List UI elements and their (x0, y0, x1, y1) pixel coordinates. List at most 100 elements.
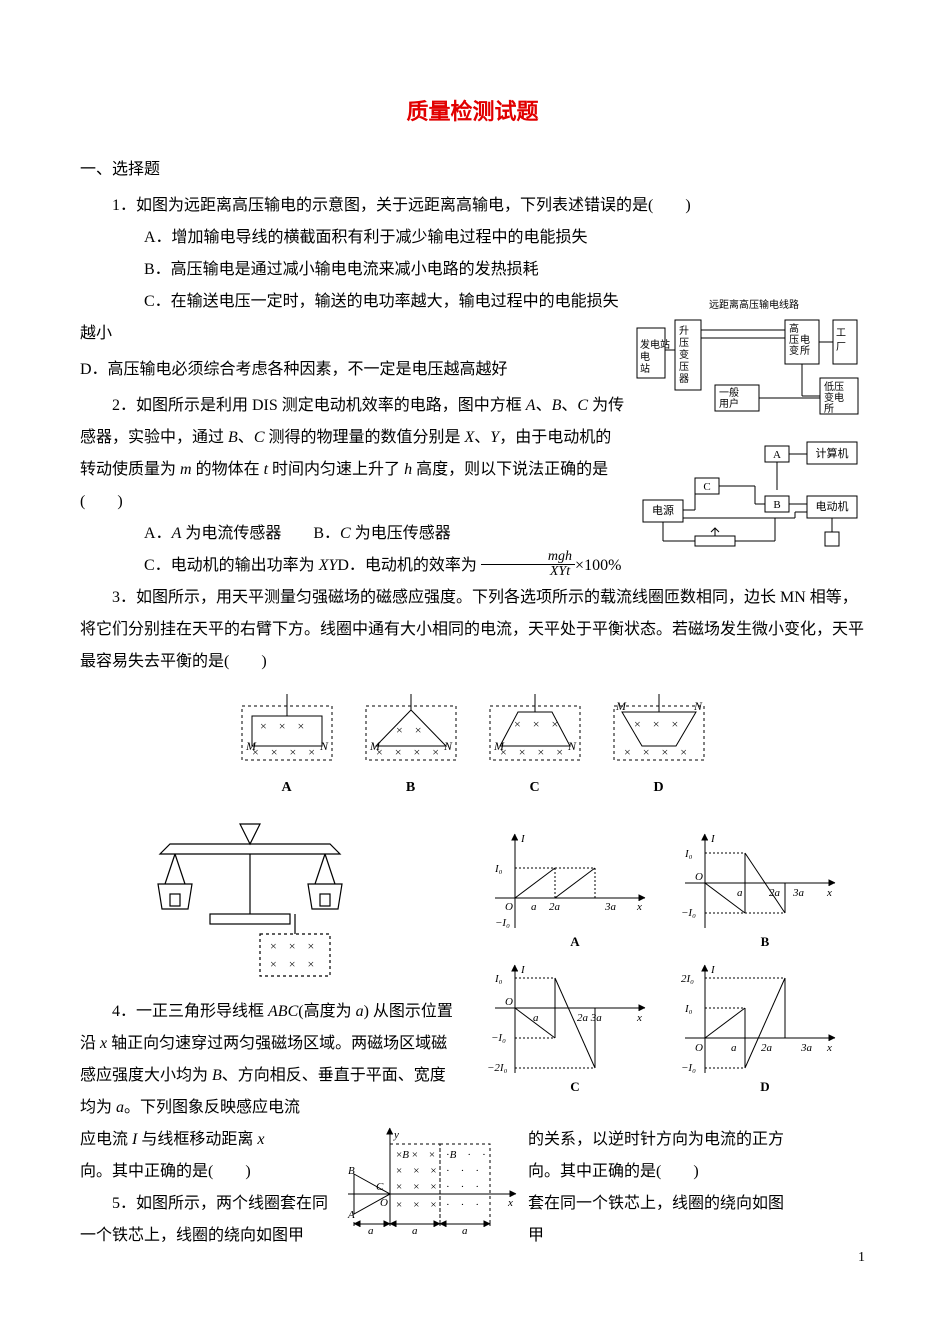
svg-text:B: B (348, 1165, 355, 1177)
svg-text:2a: 2a (769, 887, 781, 899)
svg-text:低压: 低压 (824, 380, 844, 393)
svg-text:−2I₀: −2I₀ (487, 1062, 508, 1074)
svg-text:M: M (245, 739, 257, 753)
svg-text:A: A (773, 449, 781, 461)
svg-text:电动机: 电动机 (816, 499, 849, 513)
svg-text:O: O (505, 901, 513, 913)
svg-text:2a: 2a (761, 1042, 773, 1054)
svg-text:压: 压 (789, 334, 799, 346)
svg-text:工: 工 (836, 328, 846, 339)
svg-text:−I₀: −I₀ (491, 1032, 506, 1044)
svg-text:A: A (570, 934, 580, 949)
svg-text:· · ·: · · · (446, 1199, 479, 1211)
svg-text:2I₀: 2I₀ (681, 973, 694, 985)
svg-text:2a 3a: 2a 3a (577, 1012, 602, 1024)
svg-text:器: 器 (679, 373, 689, 385)
svg-text:x: x (507, 1197, 513, 1209)
svg-text:a: a (531, 901, 537, 913)
svg-text:a: a (462, 1225, 468, 1234)
svg-text:C: C (703, 481, 710, 493)
q3-options-figure: × × × × × × × M N A × × × × × × M N B (80, 692, 865, 802)
svg-text:高: 高 (789, 322, 799, 335)
svg-text:a: a (368, 1225, 374, 1234)
svg-text:C: C (376, 1181, 384, 1193)
svg-text:−I₀: −I₀ (681, 1062, 696, 1074)
svg-text:×B × ×: ×B × × (396, 1149, 435, 1161)
svg-text:B: B (761, 934, 770, 949)
svg-text:站: 站 (640, 362, 650, 375)
svg-text:x: x (636, 901, 642, 913)
svg-text:a: a (737, 887, 743, 899)
svg-text:O: O (505, 996, 513, 1008)
svg-text:3a: 3a (604, 901, 617, 913)
svg-text:压: 压 (679, 337, 689, 349)
q5-stem-start: 5．如图所示，两个线圈套在同一个铁芯上，线圈的绕向如图甲 (80, 1188, 340, 1252)
svg-text:a: a (533, 1012, 539, 1024)
svg-text:I: I (710, 964, 716, 976)
q1-figure: 发电站 电站 升压变压器 远距离高压输电线路 高压变电所 工厂 一般用户 低压变… (635, 290, 865, 432)
svg-text:O: O (695, 1042, 703, 1054)
svg-text:O: O (380, 1197, 388, 1209)
section-heading: 一、选择题 (80, 154, 865, 186)
svg-text:M: M (493, 739, 505, 753)
svg-text:变: 变 (789, 344, 799, 357)
svg-text:电: 电 (640, 350, 650, 363)
svg-text:M: M (615, 699, 627, 713)
svg-text:× × ×: × × × (514, 717, 558, 731)
svg-text:× × × ×: × × × × (376, 745, 439, 759)
svg-text:x: x (826, 1042, 832, 1054)
svg-text:所: 所 (824, 403, 834, 415)
svg-text:I: I (520, 964, 526, 976)
svg-text:N: N (443, 739, 453, 753)
svg-text:× ×: × × (396, 723, 422, 737)
q4-text-right: 的关系，以逆时针方向为电流的正方向。其中正确的是( ) 套在同一个铁芯上，线圈的… (520, 1124, 788, 1252)
svg-text:a: a (412, 1225, 418, 1234)
svg-text:变电: 变电 (824, 391, 844, 404)
svg-text:压: 压 (679, 361, 689, 373)
q1-stem: 1．如图为远距离高压输电的示意图，关于远距离高输电，下列表述错误的是( ) (80, 190, 865, 222)
svg-text:I: I (520, 833, 526, 845)
svg-text:I₀: I₀ (684, 848, 693, 860)
svg-text:N: N (319, 739, 329, 753)
svg-text:3a: 3a (800, 1042, 813, 1054)
svg-text:× × × ×: × × × × (500, 745, 563, 759)
q4-field-figure: ×B × × × × × × × × × × × ·B · · · · · · … (340, 1124, 520, 1246)
q1-B: B．高压输电是通过减小输电电流来减小电路的发热损耗 (80, 254, 865, 286)
svg-text:−I₀: −I₀ (681, 907, 696, 919)
svg-text:× × × ×: × × × × (252, 745, 315, 759)
svg-text:变: 变 (679, 348, 689, 361)
svg-text:A: A (347, 1209, 355, 1221)
svg-text:电源: 电源 (652, 503, 674, 517)
svg-text:C: C (570, 1079, 579, 1094)
svg-text:−I₀: −I₀ (495, 917, 510, 929)
fig1-a: 发电站 (640, 338, 670, 351)
svg-text:升: 升 (679, 325, 689, 337)
svg-text:× × ×: × × × (260, 719, 304, 733)
svg-text:B: B (773, 499, 780, 511)
svg-text:a: a (731, 1042, 737, 1054)
svg-text:N: N (693, 699, 703, 713)
svg-text:× × ×: × × × (270, 957, 314, 971)
svg-text:· · ·: · · · (446, 1165, 479, 1177)
q2-figure: A 计算机 C B 电源 电动机 (635, 440, 865, 572)
svg-text:2a: 2a (549, 901, 561, 913)
svg-text:I₀: I₀ (494, 973, 503, 985)
svg-text:一般: 一般 (719, 386, 739, 399)
svg-text:I₀: I₀ (684, 1003, 693, 1015)
svg-text:D: D (760, 1079, 769, 1094)
svg-text:× × ×: × × × (270, 939, 314, 953)
svg-text:y: y (393, 1129, 399, 1141)
svg-text:厂: 厂 (836, 342, 846, 353)
svg-text:· · ·: · · · (446, 1181, 479, 1193)
svg-text:× × ×: × × × (634, 717, 678, 731)
svg-text:I₀: I₀ (494, 863, 503, 875)
q4-graphs: I I₀ O −I₀ a 2a 3a x A I I₀ O (465, 818, 865, 1110)
svg-text:I: I (710, 833, 716, 845)
svg-text:所: 所 (800, 345, 810, 357)
page-title: 质量检测试题 (80, 90, 865, 134)
svg-text:x: x (636, 1012, 642, 1024)
q3-stem: 3．如图所示，用天平测量匀强磁场的磁感应强度。下列各选项所示的载流线圈匝数相同，… (80, 582, 865, 678)
svg-text:电: 电 (800, 333, 810, 346)
svg-text:O: O (695, 871, 703, 883)
svg-text:·B · ·: ·B · · (446, 1149, 486, 1161)
